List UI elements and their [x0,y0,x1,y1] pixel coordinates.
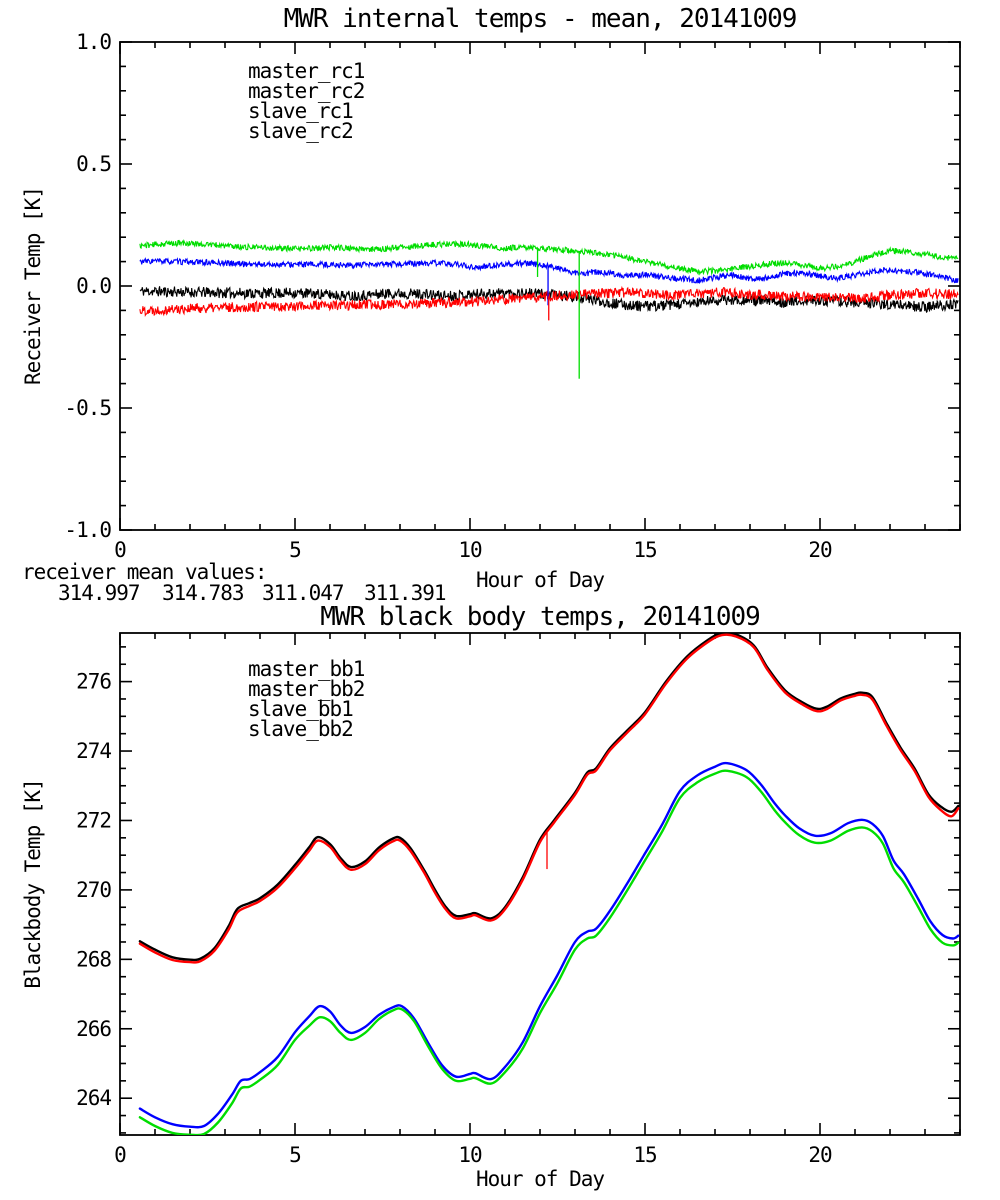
legend-label-slave-bb2: slave_bb2 [248,717,353,741]
y-tick-label: 1.0 [76,30,111,54]
x-tick-label: 15 [633,1143,656,1167]
bottom-panel-axes [119,632,961,1136]
legend-label-master-bb2: master_bb2 [248,677,364,701]
x-tick-label: 10 [458,1143,482,1167]
top-panel-axes [119,41,961,531]
x-tick-label: 5 [289,1143,301,1167]
x-tick-label: 20 [808,1143,832,1167]
x-tick-label: 5 [289,538,301,562]
series-slave_rc2 [139,238,959,276]
series-slave_rc1 [139,257,959,285]
axes-box [119,632,961,1136]
x-tick-label: 0 [114,538,126,562]
series-slave_bb1 [138,761,960,1129]
legend-label-master-bb1: master_bb1 [248,657,365,681]
y-tick-label: 272 [76,808,111,832]
bottom-panel-ylabel: Blackbody Temp [K] [21,779,45,989]
y-tick-label: 264 [76,1086,111,1110]
top-panel-title: MWR internal temps - mean, 20141009 [284,4,797,34]
y-tick-label: 266 [76,1017,111,1041]
x-tick-label: 15 [633,538,656,562]
top-panel-ylabel: Receiver Temp [K] [21,187,45,385]
bottom-panel-title: MWR black body temps, 20141009 [320,602,760,632]
series-slave_bb2 [138,769,960,1135]
receiver-mean-values-note: receiver mean values: [22,560,267,584]
legend-label-slave-rc2: slave_rc2 [248,119,353,143]
y-tick-label: 274 [76,739,111,763]
y-tick-label: 0.5 [76,152,111,176]
x-tick-label: 0 [114,1143,126,1167]
x-tick-label: 10 [458,538,482,562]
y-tick-label: -1.0 [64,518,111,542]
bottom-panel-tick-labels: 0 5 10 15 20 264 266 268 270 272 274 276 [76,670,833,1167]
y-tick-label: 276 [76,670,111,694]
series-master_rc2 [139,285,959,317]
mean-value-slave-rc1: 311.047 [262,581,344,605]
x-tick-label: 20 [808,538,832,562]
top-panel-tick-labels: 0 5 10 15 20 -1.0 -0.5 0.0 0.5 1.0 [64,30,833,562]
legend-label-slave-rc1: slave_rc1 [248,99,353,123]
mean-value-master-rc1: 314.997 [58,581,140,605]
top-panel-series [139,238,959,379]
y-tick-label: 270 [76,878,111,902]
legend-label-master-rc2: master_rc2 [248,79,364,103]
bottom-panel-series [138,633,960,1135]
y-tick-label: 268 [76,947,111,971]
top-panel-xlabel: Hour of Day [476,568,604,592]
y-tick-label: -0.5 [64,396,111,420]
mean-value-master-rc2: 314.783 [162,581,244,605]
axes-box [119,41,961,531]
y-tick-label: 0.0 [76,274,111,298]
legend-label-master-rc1: master_rc1 [248,59,365,83]
bottom-panel-xlabel: Hour of Day [476,1167,604,1191]
series-master_bb2 [138,633,960,964]
legend-label-slave-bb1: slave_bb1 [248,697,353,721]
mean-value-slave-rc2: 311.391 [364,581,446,605]
